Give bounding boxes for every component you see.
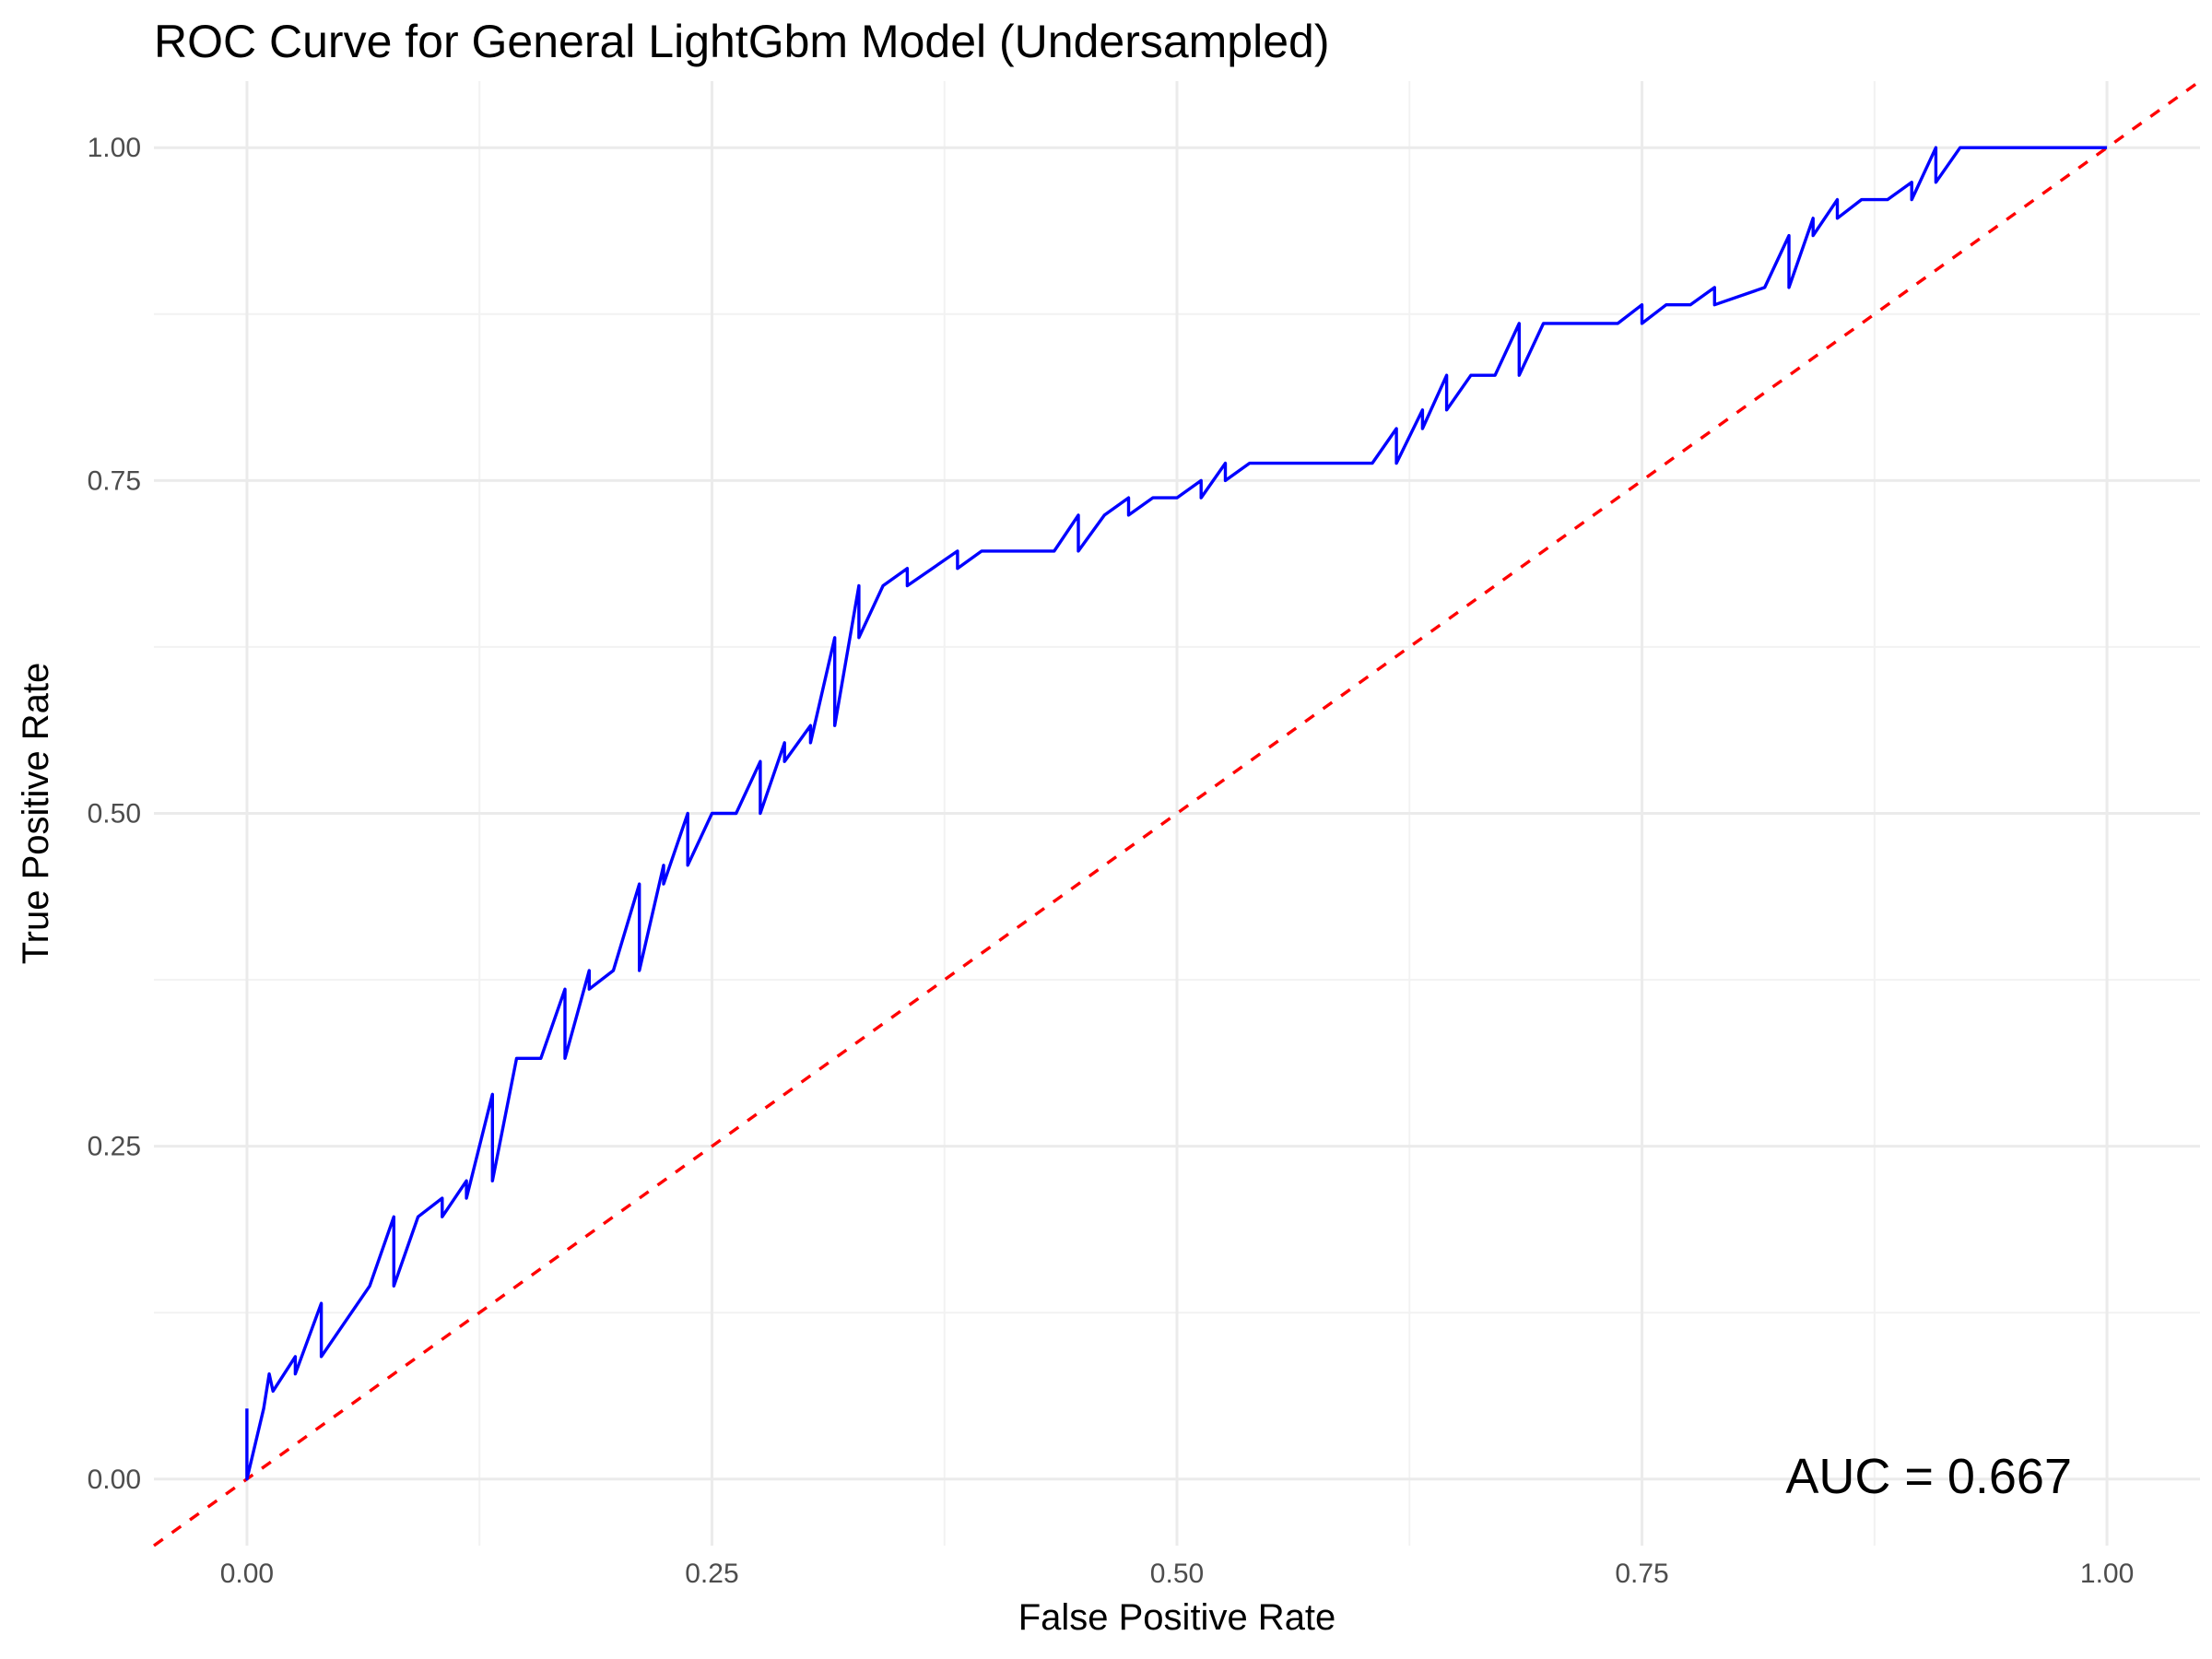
auc-annotation: AUC = 0.667 <box>1785 1449 2072 1504</box>
y-axis-title: True Positive Rate <box>16 663 56 965</box>
y-tick-label: 0.25 <box>88 1132 141 1162</box>
x-tick-label: 1.00 <box>2080 1559 2134 1589</box>
chart-title: ROC Curve for General LightGbm Model (Un… <box>154 16 1330 67</box>
series-layer <box>153 79 2201 1547</box>
x-axis-title: False Positive Rate <box>1018 1597 1336 1638</box>
x-tick-label: 0.00 <box>220 1559 274 1589</box>
x-tick-label: 0.75 <box>1615 1559 1668 1589</box>
y-tick-label: 1.00 <box>88 133 141 163</box>
x-tick-label: 0.50 <box>1150 1559 1204 1589</box>
y-tick-label: 0.00 <box>88 1465 141 1495</box>
roc-curve-line <box>245 146 2108 1481</box>
tick-labels: 0.00 0.25 0.50 0.75 1.00 0.00 0.25 0.50 0.75 1.00 <box>88 133 2135 1589</box>
x-tick-label: 0.25 <box>685 1559 738 1589</box>
y-tick-label: 0.50 <box>88 799 141 830</box>
y-tick-label: 0.75 <box>88 465 141 496</box>
grid <box>154 81 2200 1546</box>
